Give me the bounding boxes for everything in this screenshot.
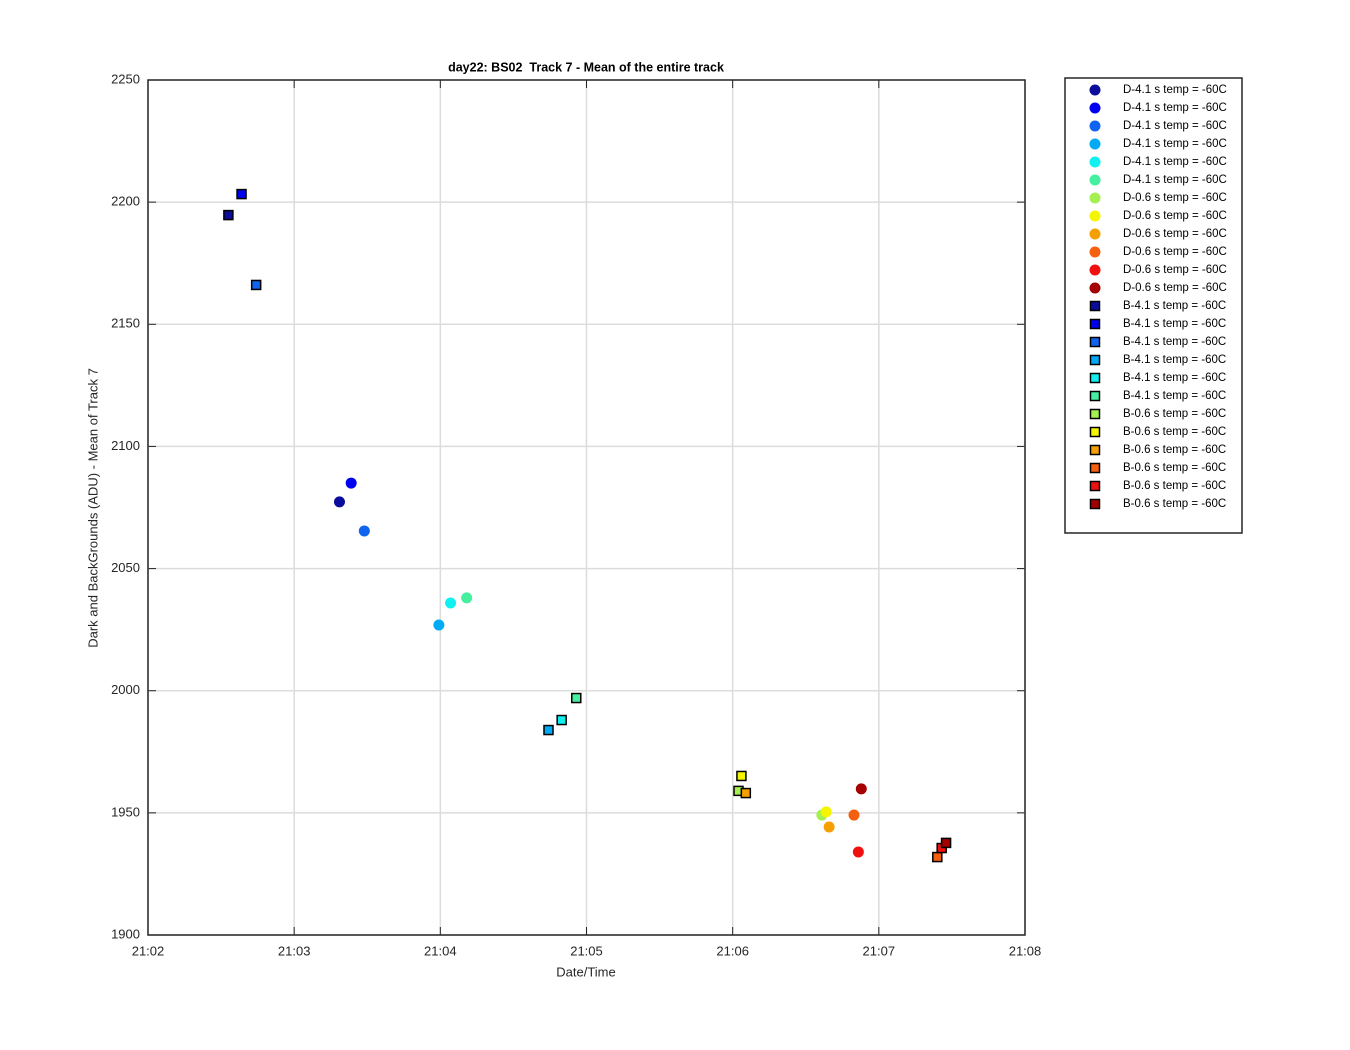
data-point [571, 692, 582, 704]
data-point [823, 821, 835, 833]
legend-marker [1089, 390, 1101, 402]
legend-label: D-0.6 s temp = -60C [1123, 192, 1227, 204]
legend-label: B-0.6 s temp = -60C [1123, 408, 1226, 420]
legend-marker [1089, 498, 1101, 510]
legend-marker [1089, 84, 1101, 96]
legend-marker [1089, 354, 1101, 366]
x-tick-label: 21:05 [570, 943, 603, 958]
data-point [855, 783, 867, 795]
data-point [236, 188, 247, 200]
legend-label: D-4.1 s temp = -60C [1123, 156, 1227, 168]
chart-title: day22: BS02 Track 7 - Mean of the entire… [448, 60, 724, 74]
legend-marker [1089, 336, 1101, 348]
data-point [358, 525, 370, 537]
x-tick-label: 21:08 [1009, 943, 1042, 958]
y-tick-label: 1950 [111, 804, 140, 819]
x-tick-label: 21:04 [424, 943, 457, 958]
data-point [223, 209, 234, 221]
y-axis-label: Dark and BackGrounds (ADU) - Mean of Tra… [85, 368, 100, 648]
x-tick-label: 21:07 [863, 943, 896, 958]
y-tick-label: 1900 [111, 926, 140, 941]
legend-label: B-4.1 s temp = -60C [1123, 318, 1226, 330]
legend-marker [1089, 372, 1101, 384]
legend-label: B-4.1 s temp = -60C [1123, 372, 1226, 384]
legend-label: D-0.6 s temp = -60C [1123, 264, 1227, 276]
legend-label: D-4.1 s temp = -60C [1123, 174, 1227, 186]
y-tick-label: 2050 [111, 560, 140, 575]
legend-marker [1089, 156, 1101, 168]
legend-marker [1089, 300, 1101, 312]
legend-marker [1089, 210, 1101, 222]
legend-label: B-4.1 s temp = -60C [1123, 390, 1226, 402]
data-point [345, 477, 357, 489]
legend-label: D-0.6 s temp = -60C [1123, 228, 1227, 240]
data-point [543, 724, 554, 736]
y-tick-label: 2200 [111, 194, 140, 209]
legend-label: B-0.6 s temp = -60C [1123, 462, 1226, 474]
data-point [740, 787, 752, 799]
data-point [556, 714, 567, 726]
data-point [940, 837, 952, 849]
legend-label: D-0.6 s temp = -60C [1123, 210, 1227, 222]
legend-marker [1089, 318, 1101, 330]
legend-marker [1089, 444, 1101, 456]
legend-label: D-4.1 s temp = -60C [1123, 138, 1227, 150]
legend-label: B-4.1 s temp = -60C [1123, 336, 1226, 348]
data-point [433, 619, 445, 631]
data-point [333, 496, 345, 508]
data-point [932, 851, 943, 863]
legend-label: B-0.6 s temp = -60C [1123, 444, 1226, 456]
data-point [736, 770, 747, 782]
y-tick-label: 2250 [111, 71, 140, 86]
legend-label: D-0.6 s temp = -60C [1123, 282, 1227, 294]
legend-label: D-4.1 s temp = -60C [1123, 120, 1227, 132]
legend-marker [1089, 264, 1101, 276]
legend-label: B-0.6 s temp = -60C [1123, 498, 1226, 510]
legend-marker [1089, 408, 1101, 420]
legend-marker [1089, 426, 1101, 438]
x-axis-label: Date/Time [556, 964, 615, 979]
legend-marker [1089, 138, 1101, 150]
y-tick-label: 2100 [111, 438, 140, 453]
data-point [250, 279, 262, 291]
axes-box [147, 79, 1026, 936]
legend-marker [1089, 282, 1101, 294]
legend-marker [1089, 228, 1101, 240]
legend-label: B-0.6 s temp = -60C [1123, 480, 1226, 492]
data-point [820, 806, 832, 818]
x-tick-label: 21:03 [278, 943, 311, 958]
legend-label: B-4.1 s temp = -60C [1123, 354, 1226, 366]
legend-marker [1089, 102, 1101, 114]
legend-label: B-0.6 s temp = -60C [1123, 426, 1226, 438]
legend-label: D-4.1 s temp = -60C [1123, 102, 1227, 114]
x-tick-label: 21:02 [132, 943, 165, 958]
data-point [848, 809, 860, 821]
data-point [445, 597, 457, 609]
legend-marker [1089, 480, 1101, 492]
data-point [461, 592, 473, 604]
legend-marker [1089, 174, 1101, 186]
legend-marker [1089, 462, 1101, 474]
legend-label: D-0.6 s temp = -60C [1123, 246, 1227, 258]
y-tick-label: 2150 [111, 316, 140, 331]
legend-marker [1089, 120, 1101, 132]
y-tick-label: 2000 [111, 682, 140, 697]
data-point [852, 846, 864, 858]
legend-label: D-4.1 s temp = -60C [1123, 84, 1227, 96]
legend-marker [1089, 246, 1101, 258]
x-tick-label: 21:06 [716, 943, 749, 958]
legend-label: B-4.1 s temp = -60C [1123, 300, 1226, 312]
legend-marker [1089, 192, 1101, 204]
